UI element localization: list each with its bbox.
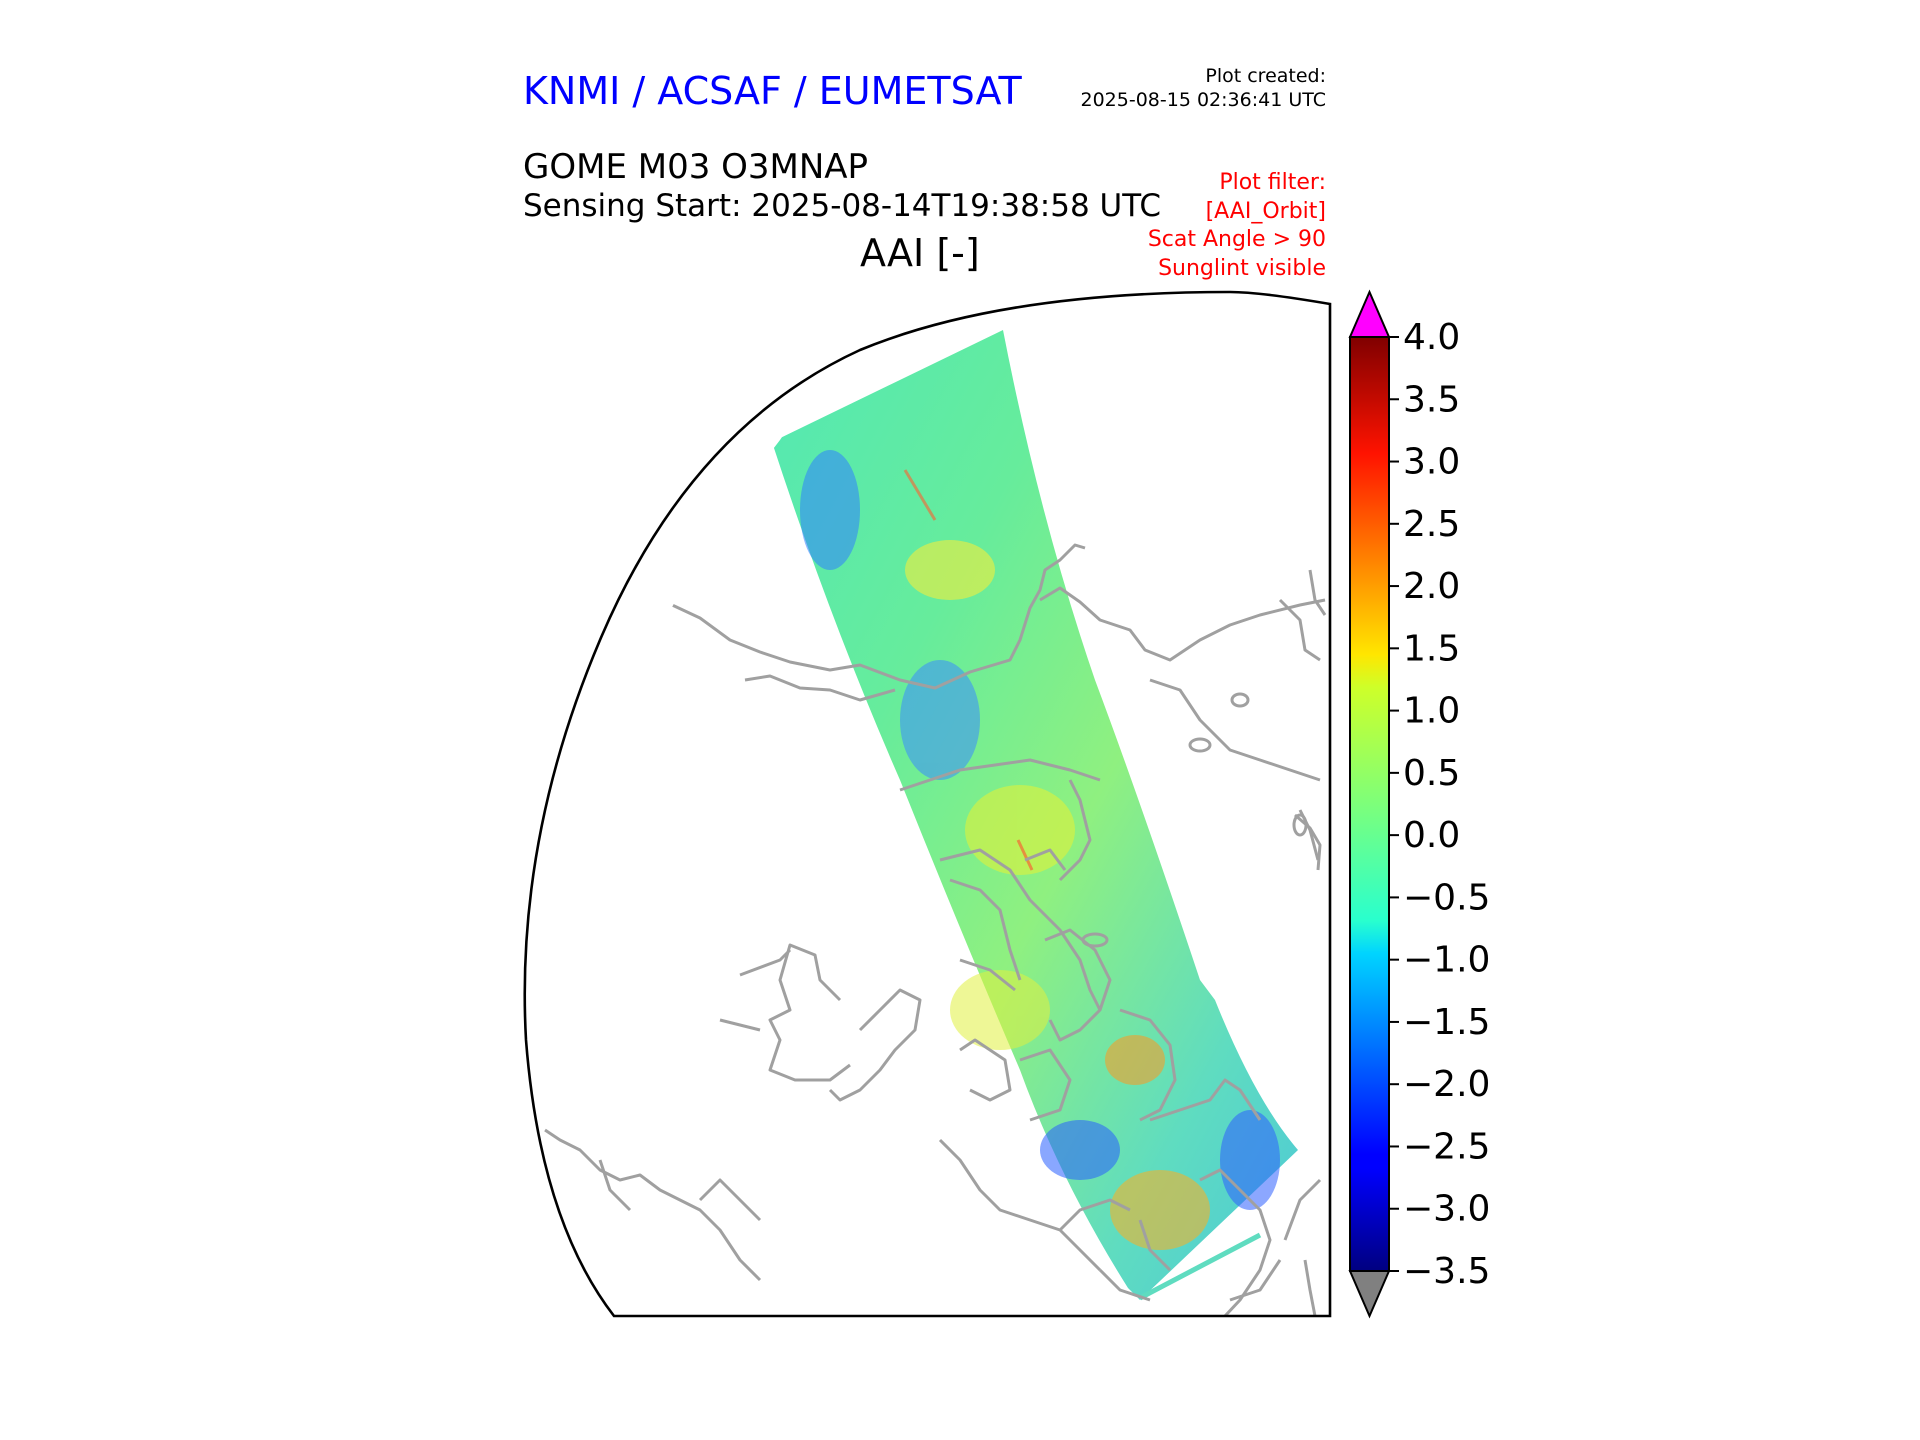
coastlines: [544, 543, 1327, 1317]
colorbar-tick-label: 0.5: [1403, 753, 1460, 794]
map-content: [544, 330, 1327, 1317]
colorbar: 4.0 3.5 3.0 2.5 2.0 1.5 1.0 0.5 0.0 −0.5 −1.0 −1.5 −…: [1348, 289, 1490, 1319]
colorbar-tick-label: 1.0: [1403, 691, 1460, 732]
swath-edge-strip: [1138, 1232, 1262, 1301]
colorbar-tick-label: 3.5: [1403, 379, 1460, 420]
colorbar-tick-label: 0.0: [1403, 815, 1460, 856]
colorbar-ticks: 4.0 3.5 3.0 2.5 2.0 1.5 1.0 0.5 0.0 −0.5 −1.0 −1.5 −…: [1389, 317, 1490, 1292]
colorbar-tick-label: −3.0: [1403, 1189, 1490, 1230]
colorbar-tick-label: −0.5: [1403, 877, 1490, 918]
product-title: GOME M03 O3MNAP: [523, 147, 869, 187]
sensing-start: Sensing Start: 2025-08-14T19:38:58 UTC: [523, 188, 1161, 224]
colorbar-tick-label: 2.0: [1403, 566, 1460, 607]
colorbar-tick-label: 2.5: [1403, 504, 1460, 545]
colorbar-tick-label: 3.0: [1403, 442, 1460, 483]
colorbar-over-triangle: [1348, 289, 1391, 338]
plot-filter-item: Scat Angle > 90: [1147, 227, 1326, 252]
agency-title: KNMI / ACSAF / EUMETSAT: [523, 69, 1022, 113]
colorbar-tick-label: −2.0: [1403, 1064, 1490, 1105]
plot-created-time: 2025-08-15 02:36:41 UTC: [1080, 89, 1327, 111]
plot-filter-item: Sunglint visible: [1158, 256, 1326, 281]
colorbar-tick-label: −1.0: [1403, 940, 1490, 981]
plot-filter-item: [AAI_Orbit]: [1205, 199, 1326, 224]
colorbar-tick-label: 4.0: [1403, 317, 1460, 358]
colorbar-tick-label: −1.5: [1403, 1002, 1490, 1043]
plot-created-label: Plot created:: [1205, 65, 1326, 87]
colorbar-tick-label: −2.5: [1403, 1126, 1490, 1167]
quantity-title: AAI [-]: [860, 231, 980, 275]
colorbar-under-triangle: [1348, 1270, 1391, 1319]
swath-anomaly-patches: [800, 450, 1280, 1250]
plot-filter-label: Plot filter:: [1219, 170, 1326, 195]
map-frame: [523, 290, 1332, 1318]
colorbar-tick-label: −3.5: [1403, 1251, 1490, 1292]
colorbar-body: [1349, 336, 1390, 1272]
colorbar-tick-label: 1.5: [1403, 628, 1460, 669]
